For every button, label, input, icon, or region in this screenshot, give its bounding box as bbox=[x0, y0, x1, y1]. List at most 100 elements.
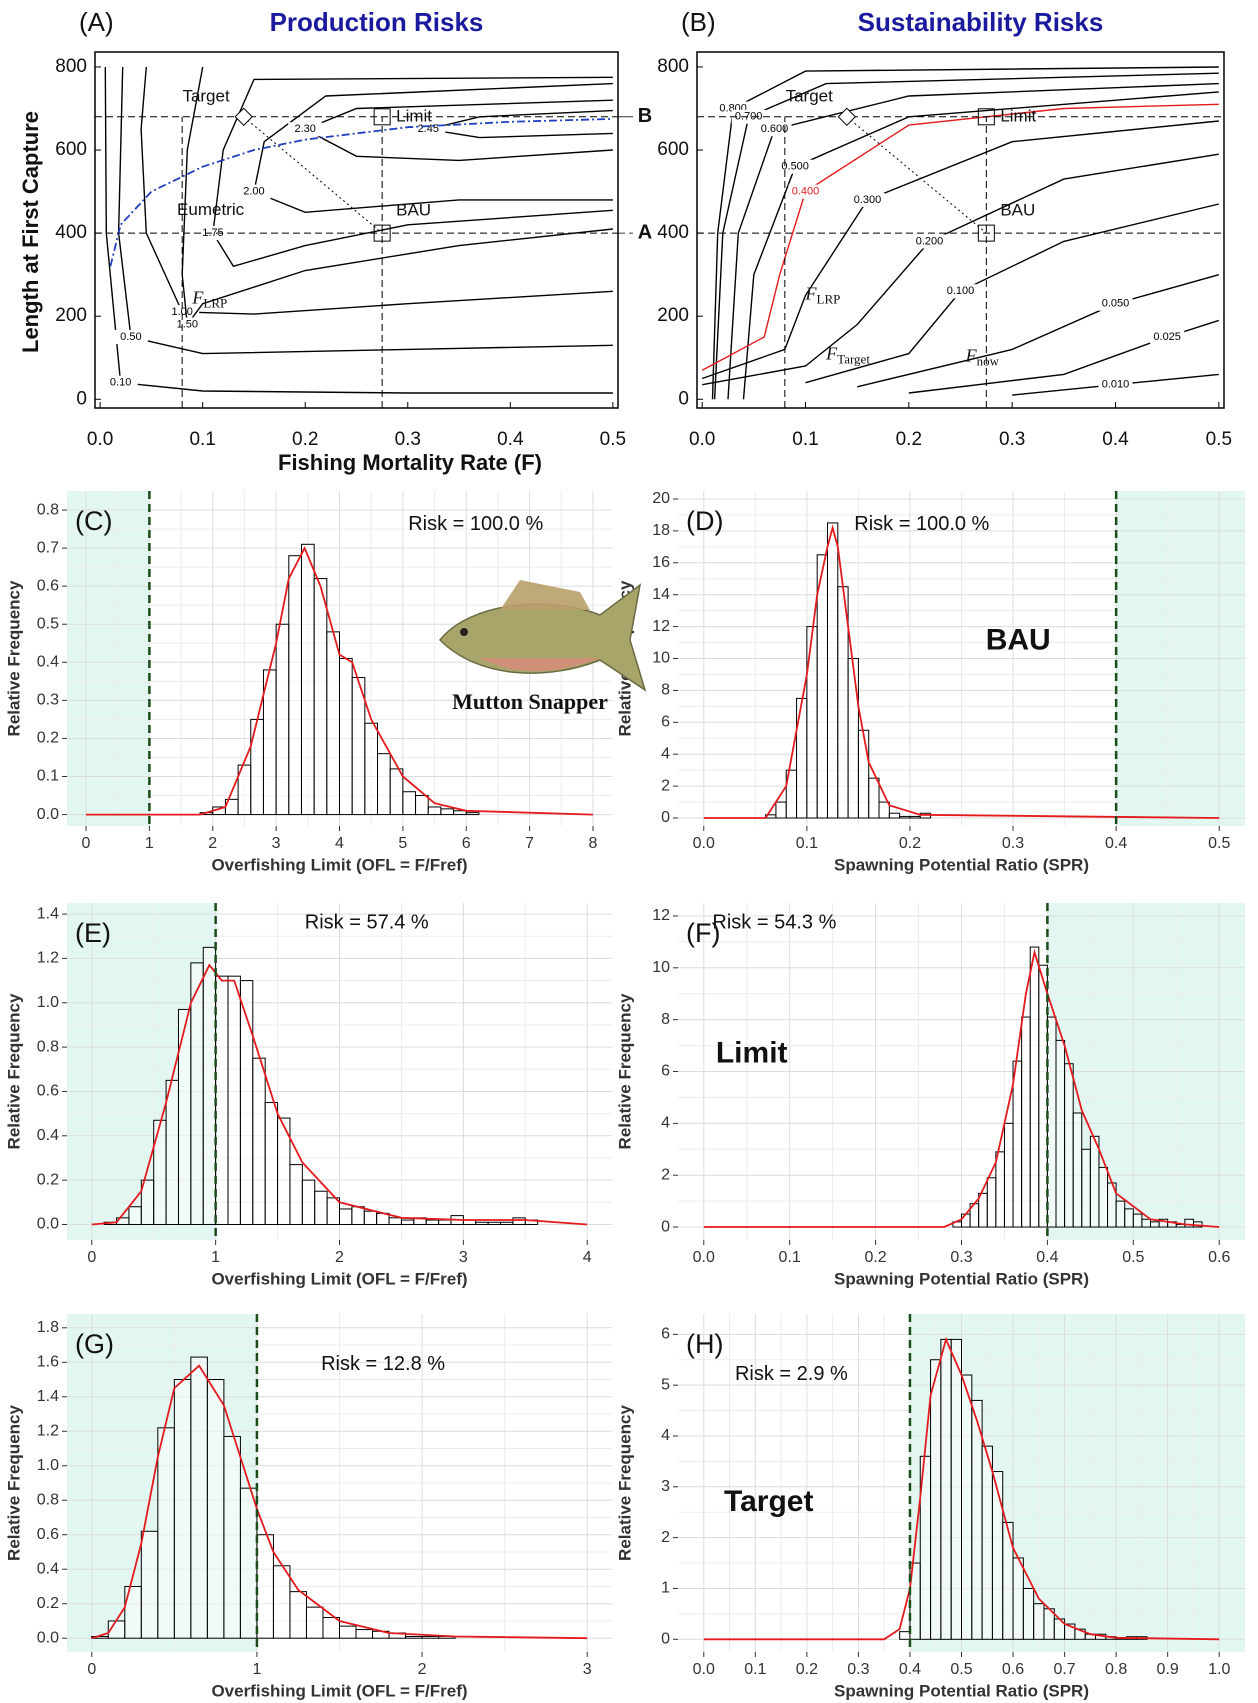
histogram-bar bbox=[250, 718, 264, 816]
x-tick-label: 0 bbox=[87, 1661, 96, 1678]
x-tick-label: 0.1 bbox=[779, 1249, 801, 1266]
y-tick-label: 0.2 bbox=[37, 1171, 59, 1188]
target-bau-link bbox=[846, 116, 987, 234]
risk-label: Risk = 54.3 % bbox=[712, 912, 836, 934]
x-tick-label: 0.5 bbox=[950, 1661, 972, 1678]
histogram-bar bbox=[1038, 964, 1048, 1228]
y-axis-label: Relative Frequency bbox=[4, 580, 23, 736]
x-tick-label: 3 bbox=[583, 1661, 592, 1678]
histogram-bar bbox=[1132, 1213, 1143, 1228]
panel-title: Sustainability Risks bbox=[858, 7, 1104, 37]
histogram-bar bbox=[1184, 1218, 1194, 1228]
scenario-label: Limit bbox=[716, 1037, 788, 1070]
x-tick-label: 6 bbox=[462, 835, 471, 852]
panel-label: (C) bbox=[75, 506, 112, 536]
density-curve bbox=[91, 963, 588, 1226]
x-tick-label: 0.0 bbox=[693, 1661, 715, 1678]
y-tick-label: 0.0 bbox=[37, 1629, 59, 1646]
y-tick-label: 600 bbox=[657, 139, 689, 160]
histogram-bar bbox=[215, 975, 229, 1225]
annotation-symbol: F bbox=[965, 346, 978, 366]
contour-label-bg bbox=[411, 122, 446, 137]
y-tick-label: 0.8 bbox=[37, 1491, 59, 1508]
histogram-bar bbox=[300, 543, 315, 816]
histogram-bar bbox=[1141, 1218, 1151, 1228]
histogram-bar bbox=[971, 1399, 983, 1640]
risk-label: Risk = 100.0 % bbox=[408, 513, 543, 535]
x-tick-label: 0.5 bbox=[600, 429, 626, 450]
y-axis-label: Length at First Capture bbox=[18, 111, 43, 353]
histogram-bar bbox=[961, 1213, 971, 1228]
histogram-bar bbox=[888, 812, 901, 819]
x-tick-label: 2 bbox=[335, 1249, 344, 1266]
histogram-bar bbox=[421, 1635, 440, 1639]
x-tick-label: 0.6 bbox=[1002, 1661, 1024, 1678]
scenario-label: Target bbox=[724, 1485, 813, 1518]
contour-label-bg bbox=[788, 184, 823, 199]
histogram-bar bbox=[1021, 1016, 1031, 1228]
contour-line bbox=[857, 274, 1219, 388]
density-curve bbox=[91, 1364, 588, 1640]
y-tick-label: 400 bbox=[657, 222, 689, 243]
y-tick-label: 200 bbox=[657, 305, 689, 326]
y-tick-label: 0 bbox=[678, 388, 689, 409]
histogram-bar bbox=[351, 677, 366, 816]
histogram-bar bbox=[1055, 1039, 1066, 1228]
point-marker bbox=[234, 107, 253, 126]
x-tick-label: 0.6 bbox=[1208, 1249, 1230, 1266]
contour-label: 0.025 bbox=[1153, 331, 1181, 343]
contour-label: 0.010 bbox=[1102, 379, 1130, 391]
x-tick-label: 1 bbox=[145, 835, 154, 852]
density-curve bbox=[86, 545, 594, 816]
x-tick-label: 0.5 bbox=[1206, 429, 1232, 450]
y-tick-label: 4 bbox=[661, 745, 670, 762]
x-tick-label: 0.2 bbox=[899, 835, 921, 852]
y-tick-label: 16 bbox=[652, 554, 670, 571]
x-tick-label: 8 bbox=[589, 835, 598, 852]
y-tick-label: 6 bbox=[661, 1063, 670, 1080]
y-tick-label: 10 bbox=[652, 959, 670, 976]
histogram-bar bbox=[405, 1635, 423, 1639]
x-tick-label: 0.5 bbox=[1208, 835, 1230, 852]
y-tick-label: 8 bbox=[661, 1011, 670, 1028]
histogram-bar bbox=[165, 1079, 179, 1225]
contour-label: 1.75 bbox=[202, 227, 223, 239]
y-tick-label: 0.2 bbox=[37, 730, 59, 747]
histogram-bar bbox=[440, 808, 455, 816]
y-tick-label: 1.0 bbox=[37, 994, 59, 1011]
y-tick-label: 6 bbox=[661, 1326, 670, 1343]
annotation-subscript: LRP bbox=[817, 291, 841, 306]
contour-line bbox=[212, 76, 613, 268]
scenario-label: BAU bbox=[986, 624, 1051, 657]
target-bau-link bbox=[243, 116, 383, 234]
histogram-bar bbox=[227, 975, 241, 1225]
y-tick-label: 800 bbox=[55, 56, 87, 77]
histogram-bar bbox=[465, 812, 480, 816]
histogram-bar bbox=[500, 1221, 514, 1225]
y-tick-label: 1.2 bbox=[37, 950, 59, 967]
histogram-bar bbox=[377, 753, 391, 816]
plot-layer: 0.8000.7000.6000.5000.4000.3000.2000.100… bbox=[697, 66, 1224, 408]
point-label: BAU bbox=[396, 201, 431, 220]
y-tick-label: 1.0 bbox=[37, 1457, 59, 1474]
point-label: Target bbox=[786, 86, 834, 105]
histogram-bar bbox=[153, 1119, 167, 1225]
histogram-bar bbox=[339, 1625, 357, 1639]
histogram-bar bbox=[190, 1356, 208, 1639]
plot-area bbox=[94, 51, 619, 409]
y-tick-label: 10 bbox=[652, 650, 670, 667]
x-axis-label: Spawning Potential Ratio (SPR) bbox=[834, 1681, 1089, 1700]
histogram-bar bbox=[427, 806, 442, 816]
y-axis-label: Relative Frequency bbox=[4, 1405, 23, 1561]
point-marker bbox=[837, 107, 857, 126]
y-tick-label: 0 bbox=[661, 1631, 670, 1648]
histogram-bar bbox=[355, 1629, 374, 1639]
histogram-bar bbox=[847, 658, 859, 819]
fish-illustration bbox=[438, 580, 647, 692]
histogram-bar bbox=[1003, 1122, 1014, 1228]
point-label: Limit bbox=[396, 106, 432, 125]
histogram-bar bbox=[239, 1487, 258, 1639]
x-tick-label: 0.2 bbox=[796, 1661, 818, 1678]
contour-line bbox=[181, 66, 613, 327]
